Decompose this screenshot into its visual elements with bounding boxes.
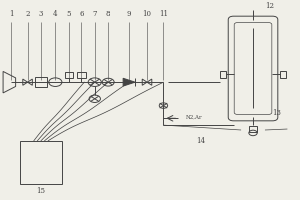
Text: 6: 6 <box>79 10 84 18</box>
Text: 10: 10 <box>142 10 152 18</box>
Bar <box>35 77 47 87</box>
Text: 12: 12 <box>265 2 274 10</box>
Bar <box>220 71 226 78</box>
Bar <box>77 72 86 78</box>
Text: 3: 3 <box>39 10 43 18</box>
Text: 2: 2 <box>25 10 30 18</box>
Text: 8: 8 <box>106 10 110 18</box>
Bar <box>280 71 286 78</box>
Polygon shape <box>123 78 135 86</box>
Bar <box>64 72 73 78</box>
Text: 15: 15 <box>37 187 46 195</box>
Bar <box>249 126 257 132</box>
Text: 5: 5 <box>67 10 71 18</box>
Text: 4: 4 <box>53 10 58 18</box>
Text: 14: 14 <box>196 137 205 145</box>
Text: 7: 7 <box>92 10 97 18</box>
Text: 1: 1 <box>9 10 14 18</box>
Text: 9: 9 <box>127 10 131 18</box>
Text: 13: 13 <box>272 109 281 117</box>
Text: N2,Ar: N2,Ar <box>186 115 202 120</box>
Text: 11: 11 <box>159 10 168 18</box>
Bar <box>20 141 62 184</box>
